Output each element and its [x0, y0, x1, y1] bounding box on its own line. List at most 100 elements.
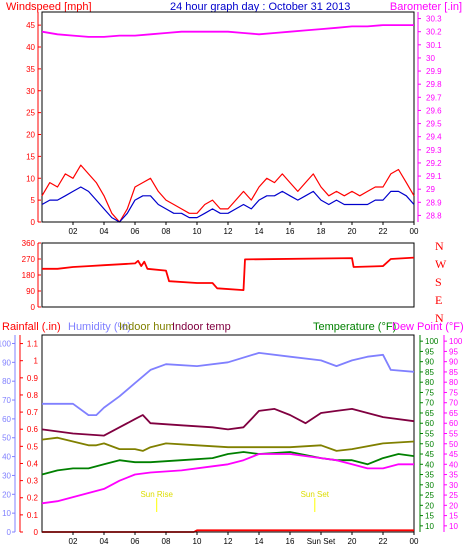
barometer-tick-label: 30.3	[426, 15, 442, 24]
top-x-tick-label: 04	[100, 227, 109, 236]
temperature-tick-label: 45	[425, 450, 434, 459]
top-x-tick-label: 18	[317, 227, 326, 236]
compass-label: N	[435, 239, 444, 253]
dewpoint-tick-label: 10	[449, 522, 458, 531]
dewpoint-tick-label: 35	[449, 471, 458, 480]
windspeed-tick-label: 0	[31, 218, 36, 227]
temperature-tick-label: 60	[425, 419, 434, 428]
humidity-tick-label: 90	[2, 358, 11, 367]
top-x-tick-label: 02	[69, 227, 78, 236]
rain-tick-label: 0.4	[27, 459, 39, 468]
compass-label: S	[435, 275, 442, 289]
direction-tick-label: 270	[22, 255, 36, 264]
windspeed-axis-label: Windspeed [mph]	[6, 1, 92, 13]
bottom-x-tick-label: 02	[69, 537, 78, 546]
dewpoint-axis-label: Dew Point (°F)	[392, 321, 464, 333]
barometer-tick-label: 28.9	[426, 198, 442, 207]
top-x-tick-label: 10	[193, 227, 202, 236]
bottom-series-line-4	[41, 453, 414, 505]
top-x-tick-label: 00	[410, 227, 419, 236]
rain-tick-label: 1	[34, 357, 39, 366]
windspeed-tick-label: 10	[26, 174, 35, 183]
dewpoint-tick-label: 15	[449, 512, 458, 521]
dewpoint-tick-label: 100	[449, 337, 463, 346]
barometer-tick-label: 30	[426, 54, 435, 63]
bottom-series-line-1	[41, 436, 415, 452]
temperature-tick-label: 80	[425, 378, 434, 387]
humidity-tick-label: 20	[2, 490, 11, 499]
rain-tick-label: 0.7	[27, 408, 39, 417]
temperature-tick-label: 15	[425, 512, 434, 521]
compass-label: E	[435, 293, 442, 307]
temperature-tick-label: 10	[425, 522, 434, 531]
temperature-tick-label: 55	[425, 430, 434, 439]
top-x-tick-label: 08	[162, 227, 171, 236]
dewpoint-tick-label: 25	[449, 491, 458, 500]
temperature-tick-label: 90	[425, 358, 434, 367]
bottom-x-tick-label: 16	[286, 537, 295, 546]
temperature-tick-label: 85	[425, 368, 434, 377]
barometer-tick-label: 30.1	[426, 41, 442, 50]
temperature-tick-label: 35	[425, 471, 434, 480]
barometer-tick-label: 29.6	[426, 106, 442, 115]
direction-tick-label: 180	[22, 271, 36, 280]
temperature-tick-label: 40	[425, 460, 434, 469]
dewpoint-tick-label: 40	[449, 460, 458, 469]
top-x-tick-label: 12	[224, 227, 233, 236]
temperature-tick-label: 50	[425, 440, 434, 449]
dewpoint-tick-label: 95	[449, 347, 458, 356]
top-x-tick-label: 14	[255, 227, 264, 236]
indoor-hum-label: Indoor hum	[119, 321, 175, 333]
barometer-axis-label: Barometer [.in]	[390, 1, 462, 13]
barometer-tick-label: 29.1	[426, 172, 442, 181]
barometer-tick-label: 28.8	[426, 211, 442, 220]
temperature-tick-label: 95	[425, 347, 434, 356]
windspeed-tick-label: 25	[26, 109, 35, 118]
chart-title: 24 hour graph day : October 31 2013	[170, 1, 350, 13]
humidity-axis-label: Humidity (%)	[68, 321, 131, 333]
bottom-series-line-2	[41, 407, 415, 437]
direction-tick-label: 360	[22, 239, 36, 248]
top-x-tick-label: 20	[348, 227, 357, 236]
rain-tick-label: 0.1	[27, 511, 39, 520]
dewpoint-tick-label: 55	[449, 430, 458, 439]
temperature-tick-label: 100	[425, 337, 439, 346]
rain-tick-label: 0.5	[27, 442, 39, 451]
rainfall-axis-label: Rainfall (.in)	[2, 321, 61, 333]
temperature-tick-label: 70	[425, 399, 434, 408]
temperature-axis-label: Temperature (°F)	[313, 321, 396, 333]
dewpoint-tick-label: 80	[449, 378, 458, 387]
bottom-x-tick-label: 14	[255, 537, 264, 546]
humidity-tick-label: 50	[2, 434, 11, 443]
dewpoint-tick-label: 65	[449, 409, 458, 418]
rain-tick-label: 0.3	[27, 477, 39, 486]
rain-tick-label: 0.8	[27, 391, 39, 400]
humidity-tick-label: 0	[7, 528, 12, 537]
dewpoint-tick-label: 70	[449, 399, 458, 408]
bottom-x-tick-label: 12	[224, 537, 233, 546]
sun-annotation-label-1: Sun Set	[301, 490, 330, 499]
compass-label: N	[435, 311, 444, 325]
temperature-tick-label: 20	[425, 501, 434, 510]
top-x-tick-label: 22	[379, 227, 388, 236]
humidity-temperature-panel: 0 0.1 0.2 0.3 0.4 0.5 0.6 0.7 0.8 0.9 1 1.1 0 10 20 30 4…	[0, 334, 463, 546]
top-series-line-2	[41, 186, 415, 223]
bottom-x-tick-label: 08	[162, 537, 171, 546]
humidity-tick-label: 40	[2, 453, 11, 462]
bottom-x-tick-label: 22	[379, 537, 388, 546]
mid-plot-frame	[41, 242, 415, 308]
dewpoint-tick-label: 60	[449, 419, 458, 428]
wind-barometer-panel: 0 5 10 15 20 25 30 35 40 45 28.8 28.9 29 29.1 29.2 29.3…	[26, 11, 442, 236]
dewpoint-tick-label: 75	[449, 388, 458, 397]
top-plot-frame	[41, 11, 415, 223]
barometer-tick-label: 29.4	[426, 133, 442, 142]
sun-annotation-label-0: Sun Rise	[140, 490, 173, 499]
bottom-x-tick-label: 00	[410, 537, 419, 546]
humidity-tick-label: 70	[2, 396, 11, 405]
temperature-tick-label: 30	[425, 481, 434, 490]
barometer-tick-label: 29	[426, 185, 435, 194]
bottom-x-tick-label: 20	[348, 537, 357, 546]
windspeed-tick-label: 40	[26, 43, 35, 52]
temperature-tick-label: 25	[425, 491, 434, 500]
